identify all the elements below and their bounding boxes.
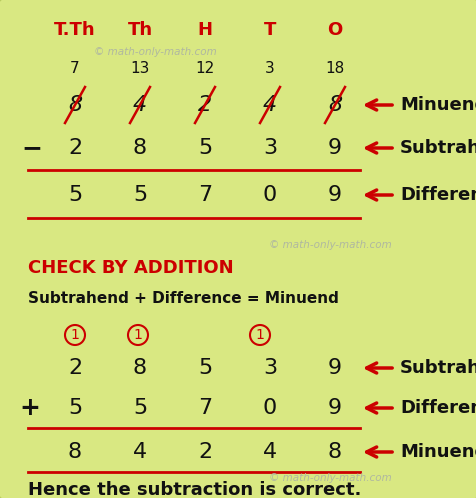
Text: 4: 4 bbox=[133, 95, 147, 115]
Text: 4: 4 bbox=[133, 442, 147, 462]
Text: 3: 3 bbox=[262, 358, 277, 378]
Text: Difference: Difference bbox=[399, 399, 476, 417]
Text: T: T bbox=[263, 21, 276, 39]
Text: Subtrahend + Difference = Minuend: Subtrahend + Difference = Minuend bbox=[28, 290, 338, 305]
Text: 5: 5 bbox=[133, 185, 147, 205]
Text: Hence the subtraction is correct.: Hence the subtraction is correct. bbox=[28, 481, 361, 498]
Text: 3: 3 bbox=[265, 60, 274, 76]
Text: Subtrahend: Subtrahend bbox=[399, 139, 476, 157]
Text: 5: 5 bbox=[198, 358, 212, 378]
Text: 12: 12 bbox=[195, 60, 214, 76]
Text: 13: 13 bbox=[130, 60, 149, 76]
Text: 5: 5 bbox=[198, 138, 212, 158]
Text: +: + bbox=[20, 396, 40, 420]
Text: 2: 2 bbox=[68, 358, 82, 378]
Text: Minuend: Minuend bbox=[399, 96, 476, 114]
Text: 5: 5 bbox=[68, 185, 82, 205]
Text: 2: 2 bbox=[198, 442, 212, 462]
Text: T.Th: T.Th bbox=[54, 21, 96, 39]
Text: 9: 9 bbox=[327, 398, 341, 418]
Text: 8: 8 bbox=[133, 138, 147, 158]
Text: 1: 1 bbox=[133, 328, 142, 342]
Text: Subtrahend: Subtrahend bbox=[399, 359, 476, 377]
Text: 8: 8 bbox=[68, 95, 82, 115]
Text: © math-only-math.com: © math-only-math.com bbox=[268, 473, 390, 483]
Text: 3: 3 bbox=[262, 138, 277, 158]
Text: Th: Th bbox=[127, 21, 152, 39]
Text: 4: 4 bbox=[262, 442, 277, 462]
Text: 8: 8 bbox=[133, 358, 147, 378]
Text: 0: 0 bbox=[262, 185, 277, 205]
Text: 9: 9 bbox=[327, 358, 341, 378]
Text: 9: 9 bbox=[327, 138, 341, 158]
Text: O: O bbox=[327, 21, 342, 39]
Text: 5: 5 bbox=[68, 398, 82, 418]
Text: 7: 7 bbox=[198, 398, 212, 418]
Text: 2: 2 bbox=[198, 95, 212, 115]
Text: 4: 4 bbox=[262, 95, 277, 115]
Text: 1: 1 bbox=[255, 328, 264, 342]
Text: 1: 1 bbox=[70, 328, 79, 342]
Text: 8: 8 bbox=[327, 95, 341, 115]
Text: Minuend: Minuend bbox=[399, 443, 476, 461]
Text: 0: 0 bbox=[262, 398, 277, 418]
Text: 8: 8 bbox=[327, 442, 341, 462]
Text: 7: 7 bbox=[198, 185, 212, 205]
Text: © math-only-math.com: © math-only-math.com bbox=[268, 240, 390, 250]
Text: 9: 9 bbox=[327, 185, 341, 205]
Text: H: H bbox=[197, 21, 212, 39]
Text: 7: 7 bbox=[70, 60, 79, 76]
Text: −: − bbox=[21, 136, 42, 160]
Text: © math-only-math.com: © math-only-math.com bbox=[93, 47, 216, 57]
Text: 5: 5 bbox=[133, 398, 147, 418]
Text: 8: 8 bbox=[68, 442, 82, 462]
Text: Difference: Difference bbox=[399, 186, 476, 204]
Text: 18: 18 bbox=[325, 60, 344, 76]
Text: 2: 2 bbox=[68, 138, 82, 158]
Text: CHECK BY ADDITION: CHECK BY ADDITION bbox=[28, 259, 233, 277]
